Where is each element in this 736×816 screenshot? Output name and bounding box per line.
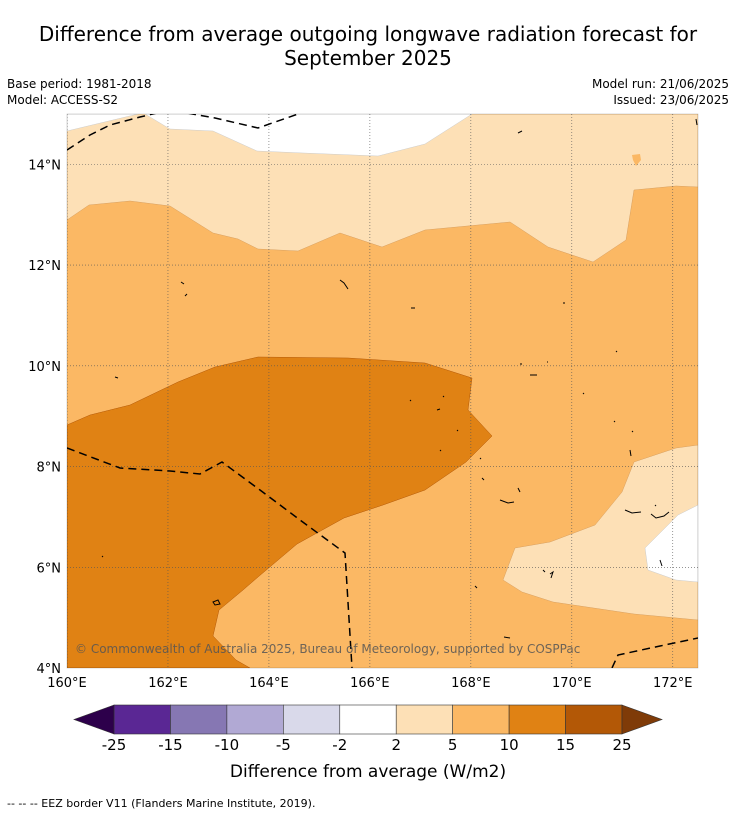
longitude-label: 172°E [653, 676, 693, 691]
colorbar-bin [508, 704, 566, 735]
island [339, 279, 349, 290]
issued-date: Issued: 23/06/2025 [613, 93, 729, 107]
island [659, 559, 663, 567]
colorbar-bin [395, 704, 453, 735]
eez-footnote: -- -- -- EEZ border V11 (Flanders Marine… [7, 797, 316, 810]
eez-border-north [67, 114, 299, 151]
colorbar-title: Difference from average (W/m2) [229, 762, 507, 782]
colorbar-under-arrow [73, 704, 115, 735]
island [542, 569, 554, 579]
metadata-left: Base period: 1981-2018 Model: ACCESS-S2 [7, 76, 152, 108]
colorbar-bin [113, 704, 171, 735]
island [439, 429, 459, 452]
copyright-notice: © Commonwealth of Australia 2025, Bureau… [75, 642, 580, 656]
island [212, 599, 221, 606]
colorbar-over-arrow [621, 704, 663, 735]
colorbar-tick-label: -10 [214, 736, 240, 754]
island [517, 130, 523, 134]
colorbar-bin [452, 704, 510, 735]
colorbar-tick-label: 10 [499, 736, 519, 754]
colorbar-bin [283, 704, 341, 735]
island [695, 118, 698, 126]
title-line-1: Difference from average outgoing longwav… [38, 22, 698, 46]
chart-title: Difference from average outgoing longwav… [0, 22, 736, 70]
longitude-label: 166°E [350, 676, 390, 691]
island [409, 395, 445, 411]
colorbar-tick-label: 15 [556, 736, 576, 754]
island [479, 457, 485, 481]
colorbar-bin [170, 704, 228, 735]
latitude-labels: 4°N 6°N 8°N 10°N 12°N 14°N [28, 158, 61, 677]
latitude-label: 4°N [37, 662, 62, 677]
island [520, 361, 548, 376]
island [474, 585, 478, 589]
latitude-label: 6°N [37, 561, 62, 576]
colorbar-bin [565, 704, 623, 735]
colorbar-bin [339, 704, 397, 735]
base-period: Base period: 1981-2018 [7, 77, 152, 91]
eez-borders [67, 114, 698, 668]
island [613, 420, 634, 433]
longitude-label: 164°E [249, 676, 289, 691]
eez-border-west [67, 447, 353, 668]
anomaly-band-neutral-southeast [644, 504, 698, 583]
longitude-label: 170°E [552, 676, 592, 691]
island [615, 350, 618, 353]
island [503, 636, 511, 639]
island [180, 281, 188, 297]
latitude-label: 10°N [28, 360, 61, 375]
island [629, 449, 632, 457]
metadata-right: Model run: 21/06/2025 Issued: 23/06/2025 [592, 76, 729, 108]
colorbar-tick-label: 2 [391, 736, 401, 754]
anomaly-band-2-5-north [67, 114, 698, 263]
longitude-label: 168°E [451, 676, 491, 691]
latitude-label: 12°N [28, 259, 61, 274]
colorbar-tick-label: -5 [275, 736, 291, 754]
island [499, 487, 521, 504]
colorbar-tick-label: 5 [447, 736, 458, 754]
colorbar-bin [226, 704, 284, 735]
island [654, 504, 657, 507]
anomaly-blob-small [632, 154, 641, 166]
island-outlines [101, 118, 698, 639]
colorbar-tick-label: 25 [612, 736, 632, 754]
model-name: Model: ACCESS-S2 [7, 93, 119, 107]
longitude-label: 160°E [47, 676, 87, 691]
latitude-label: 8°N [37, 461, 62, 476]
model-run: Model run: 21/06/2025 [591, 77, 729, 91]
title-line-2: September 2025 [284, 46, 452, 70]
map-gridlines [67, 114, 698, 668]
island [624, 509, 670, 519]
colorbar-tick-label: -2 [332, 736, 348, 754]
island [582, 392, 585, 395]
eez-border-southeast [611, 637, 698, 668]
anomaly-band-neutral-north-2 [144, 114, 473, 157]
island [114, 376, 119, 379]
anomaly-band-10-15 [67, 356, 493, 668]
colorbar-tick-label: -25 [101, 736, 127, 754]
latitude-label: 14°N [28, 158, 61, 173]
map-plot-area: © Commonwealth of Australia 2025, Bureau… [67, 114, 698, 668]
colorbar [73, 704, 663, 735]
colorbar-tick-label: -15 [158, 736, 183, 754]
island [101, 555, 104, 558]
map-frame [66, 113, 699, 669]
longitude-label: 162°E [148, 676, 188, 691]
anomaly-band-neutral-north [67, 114, 139, 132]
longitude-labels: 160°E 162°E 164°E 166°E 168°E 170°E 172°E [47, 676, 692, 691]
